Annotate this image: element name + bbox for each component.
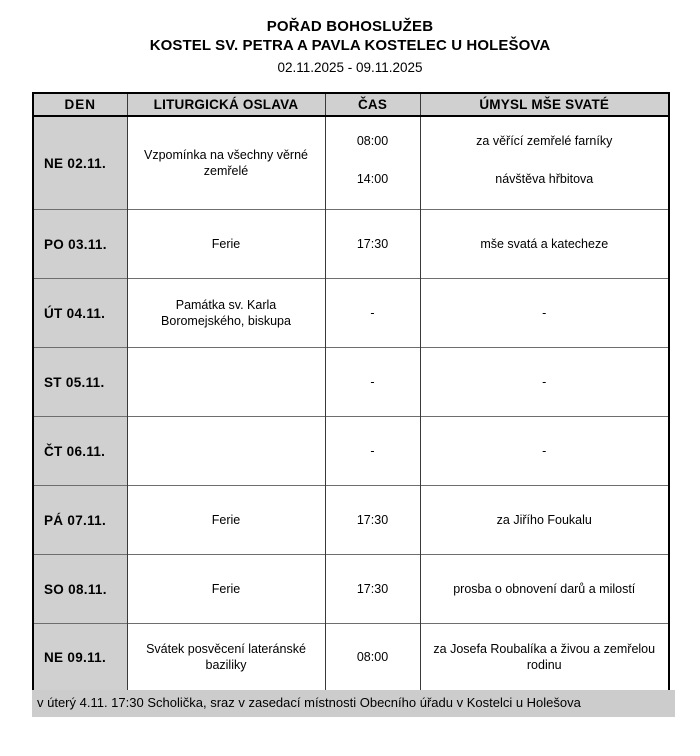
- cell-day: SO 08.11.: [32, 554, 128, 624]
- cell-celebration: [126, 347, 326, 417]
- table-row: PÁ 07.11. Ferie 17:30 za Jiřího Foukalu: [32, 485, 670, 555]
- table-body: NE 02.11. Vzpomínka na všechny věrné zem…: [32, 116, 670, 691]
- cell-time: -: [324, 347, 421, 417]
- table-row: PO 03.11. Ferie 17:30 mše svatá a katech…: [32, 209, 670, 279]
- cell-intention: za Jiřího Foukalu: [419, 485, 670, 555]
- cell-day: NE 09.11.: [32, 623, 128, 691]
- column-header-celebration: LITURGICKÁ OSLAVA: [126, 93, 326, 117]
- table-row: ÚT 04.11. Památka sv. Karla Boromejského…: [32, 278, 670, 348]
- cell-intention: prosba o obnovení darů a milostí: [419, 554, 670, 624]
- cell-celebration: Ferie: [126, 209, 326, 279]
- cell-time: 08:00 14:00: [324, 116, 421, 210]
- cell-intention: mše svatá a katecheze: [419, 209, 670, 279]
- intention-secondary: návštěva hřbitova: [495, 172, 594, 186]
- cell-celebration: Ferie: [126, 554, 326, 624]
- cell-time: 17:30: [324, 554, 421, 624]
- column-header-day: DEN: [32, 93, 128, 117]
- intention-stack: za věřící zemřelé farníky návštěva hřbit…: [429, 117, 661, 209]
- cell-day: ČT 06.11.: [32, 416, 128, 486]
- column-header-intention: ÚMYSL MŠE SVATÉ: [419, 93, 670, 117]
- cell-day: PO 03.11.: [32, 209, 128, 279]
- cell-intention: -: [419, 416, 670, 486]
- document-header: POŘAD BOHOSLUŽEB KOSTEL SV. PETRA A PAVL…: [0, 17, 700, 78]
- table-row: NE 02.11. Vzpomínka na všechny věrné zem…: [32, 116, 670, 210]
- footer-note: v úterý 4.11. 17:30 Scholička, sraz v za…: [32, 690, 675, 717]
- cell-time: 17:30: [324, 209, 421, 279]
- time-secondary: 14:00: [356, 172, 389, 186]
- cell-celebration: Vzpomínka na všechny věrné zemřelé: [126, 116, 326, 210]
- column-header-time: ČAS: [324, 93, 421, 117]
- table-row: SO 08.11. Ferie 17:30 prosba o obnovení …: [32, 554, 670, 624]
- table-row: NE 09.11. Svátek posvěcení lateránské ba…: [32, 623, 670, 691]
- cell-celebration: Svátek posvěcení lateránské baziliky: [126, 623, 326, 691]
- cell-intention: za Josefa Roubalíka a živou a zemřelou r…: [419, 623, 670, 691]
- cell-celebration: Památka sv. Karla Boromejského, biskupa: [126, 278, 326, 348]
- cell-celebration: Ferie: [126, 485, 326, 555]
- table-row: ST 05.11. - -: [32, 347, 670, 417]
- cell-day: PÁ 07.11.: [32, 485, 128, 555]
- celebration-text: Vzpomínka na všechny věrné zemřelé: [144, 148, 308, 178]
- cell-time: 17:30: [324, 485, 421, 555]
- table-row: ČT 06.11. - -: [32, 416, 670, 486]
- cell-day: NE 02.11.: [32, 116, 128, 210]
- time-primary: 08:00: [356, 134, 389, 148]
- cell-celebration: [126, 416, 326, 486]
- page-title: POŘAD BOHOSLUŽEB: [266, 18, 434, 35]
- intention-primary: za věřící zemřelé farníky: [476, 134, 613, 148]
- mass-schedule-table: DEN LITURGICKÁ OSLAVA ČAS ÚMYSL MŠE SVAT…: [32, 92, 670, 692]
- cell-time: -: [324, 278, 421, 348]
- table-header-row: DEN LITURGICKÁ OSLAVA ČAS ÚMYSL MŠE SVAT…: [32, 93, 670, 117]
- cell-time: -: [324, 416, 421, 486]
- cell-time: 08:00: [324, 623, 421, 691]
- cell-day: ÚT 04.11.: [32, 278, 128, 348]
- cell-intention: -: [419, 347, 670, 417]
- time-stack: 08:00 14:00: [326, 117, 420, 209]
- cell-intention: za věřící zemřelé farníky návštěva hřbit…: [419, 116, 670, 210]
- cell-intention: -: [419, 278, 670, 348]
- cell-day: ST 05.11.: [32, 347, 128, 417]
- page-subtitle: KOSTEL SV. PETRA A PAVLA KOSTELEC U HOLE…: [149, 37, 551, 54]
- table-header: DEN LITURGICKÁ OSLAVA ČAS ÚMYSL MŠE SVAT…: [32, 93, 670, 117]
- date-range: 02.11.2025 - 09.11.2025: [277, 60, 423, 75]
